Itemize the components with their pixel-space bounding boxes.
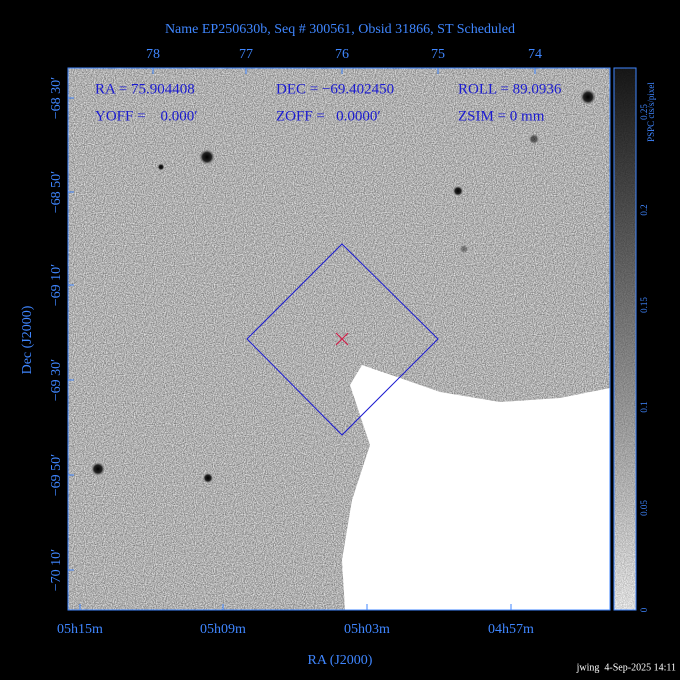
info-text: ZSIM = 0 mm <box>458 108 545 124</box>
y-axis-label: Dec (J2000) <box>20 305 35 374</box>
colorbar-tick-label: 0.2 <box>639 204 649 215</box>
info-text: YOFF = 0.000′ <box>95 108 198 124</box>
top-tick-label: 75 <box>431 47 445 62</box>
bottom-tick-label: 05h09m <box>200 622 246 637</box>
top-tick-label: 74 <box>528 47 542 62</box>
left-tick-label: −69 50′ <box>49 454 64 496</box>
info-text: RA = 75.904408 <box>95 81 195 97</box>
top-tick-label: 76 <box>335 47 349 62</box>
left-tick-label: −68 50′ <box>49 171 64 213</box>
left-tick-label: −69 10′ <box>49 264 64 306</box>
info-text: ROLL = 89.0936 <box>458 81 562 97</box>
title: Name EP250630b, Seq # 300561, Obsid 3186… <box>165 22 515 37</box>
top-tick-label: 78 <box>146 47 160 62</box>
bottom-tick-label: 04h57m <box>488 622 534 637</box>
colorbar <box>613 67 637 611</box>
bottom-tick-label: 05h03m <box>344 622 390 637</box>
left-tick-label: −68 30′ <box>49 77 64 119</box>
left-tick-label: −70 10′ <box>49 549 64 591</box>
top-tick-label: 77 <box>239 47 253 62</box>
colorbar-tick-label: 0 <box>639 607 649 612</box>
colorbar-tick-label: 0.1 <box>639 401 649 412</box>
colorbar-tick-label: 0.25 <box>639 104 649 120</box>
x-axis-label: RA (J2000) <box>308 653 373 668</box>
info-text: ZOFF = 0.0000′ <box>276 108 381 124</box>
image <box>67 67 611 611</box>
footer: jwing 4-Sep-2025 14:11 <box>576 662 676 673</box>
info-text: DEC = −69.402450 <box>276 81 394 97</box>
colorbar-tick-label: 0.15 <box>639 297 649 313</box>
colorbar-label: PSPC cts/s/pixel <box>646 82 656 142</box>
left-tick-label: −69 30′ <box>49 359 64 401</box>
bottom-tick-label: 05h15m <box>57 622 103 637</box>
colorbar-tick-label: 0.05 <box>639 500 649 516</box>
